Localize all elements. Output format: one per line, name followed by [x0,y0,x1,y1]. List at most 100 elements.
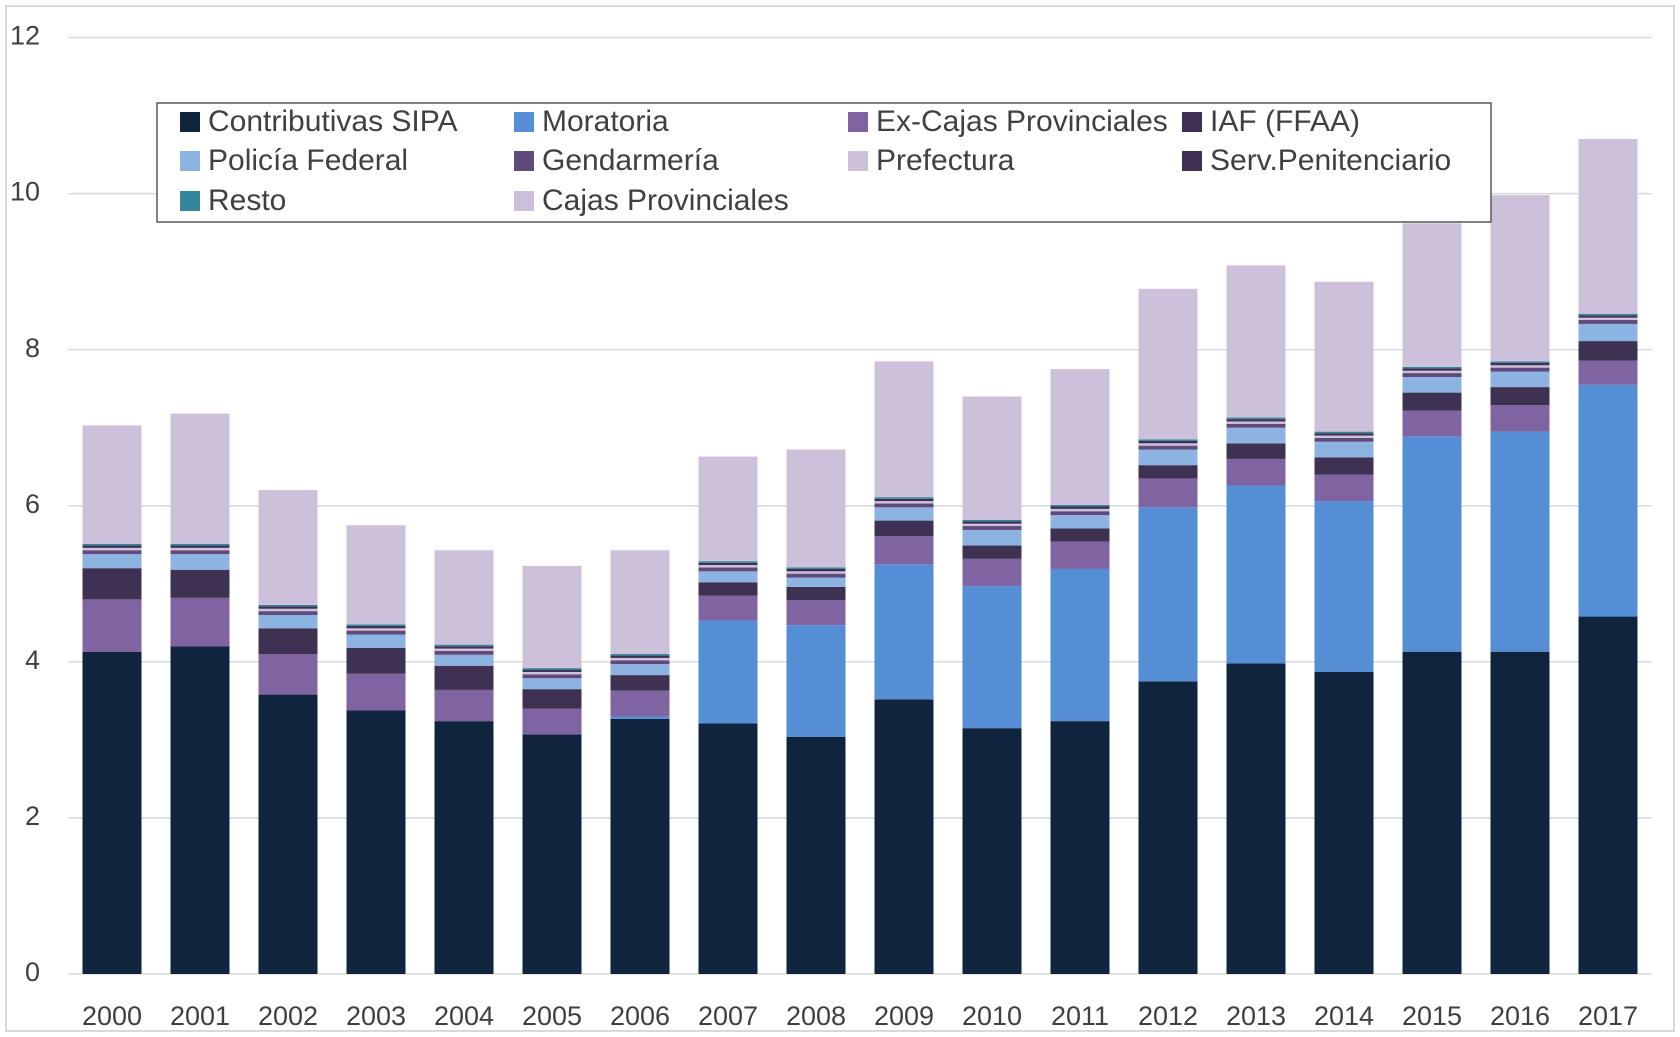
bar-segment [962,728,1022,974]
bar-segment [434,648,494,651]
y-tick-label: 0 [25,957,40,987]
bar-segment [258,611,318,616]
legend-swatch [514,112,534,132]
legend-label: Gendarmería [542,144,719,177]
bar-segment [170,547,230,551]
bar-segment [170,543,230,546]
bar-segment [1314,433,1374,436]
legend-label: Ex-Cajas Provinciales [876,105,1168,138]
bar-segment [1226,427,1286,444]
bar-segment [1226,485,1286,664]
bar-segment [1050,369,1110,505]
bar-segment [1490,367,1550,372]
bar-segment [786,449,846,568]
bar-segment [962,523,1022,527]
bar-segment [1402,376,1462,393]
bar-segment [522,734,582,974]
legend-label: Cajas Provinciales [542,184,789,217]
bar-segment [786,586,846,601]
bar-segment [1050,506,1110,509]
bar-segment [522,671,582,675]
y-tick-label: 2 [25,801,40,831]
bar-segment [786,600,846,626]
bar-segment [962,586,1022,729]
bar-segment [82,547,142,551]
y-tick-label: 10 [10,177,40,207]
bar-segment [874,507,934,521]
bar-segment [1226,663,1286,974]
bar-segment [698,595,758,621]
bar-segment [1314,431,1374,434]
legend-swatch [180,112,200,132]
x-tick-label: 2013 [1226,1001,1286,1031]
legend-box [156,102,1492,223]
bar-segment [962,521,1022,524]
bar-segment [258,606,318,609]
x-tick-label: 2001 [170,1001,230,1031]
bar-segment [346,628,406,631]
bar-segment [258,615,318,629]
bar-segment [1226,419,1286,422]
bar-segment [698,562,758,566]
bar-segment [1314,441,1374,458]
bar-segment [1314,457,1374,475]
x-tick-label: 2016 [1490,1001,1550,1031]
bar-segment [962,519,1022,522]
bar-segment [258,694,318,974]
bar-segment [170,550,230,555]
bar-segment [346,525,406,625]
bar-segment [1138,478,1198,508]
bar-segment [1490,365,1550,368]
legend-swatch [1182,112,1202,132]
bar-segment [170,597,230,647]
bar-segment [1050,541,1110,569]
bar-segment [1138,440,1198,444]
x-tick-label: 2009 [874,1001,934,1031]
x-tick-label: 2004 [434,1001,494,1031]
bar-segment [786,568,846,572]
bar-segment [1050,568,1110,722]
bar-segment [1138,465,1198,479]
bar-segment [610,664,670,676]
bar-segment [1402,373,1462,377]
bar-segment [874,361,934,498]
chart-border [5,5,1675,1032]
bar-segment [1578,317,1638,321]
bar-segment [170,569,230,598]
bar-segment [874,503,934,508]
bar-segment [874,564,934,700]
bar-segment [698,565,758,568]
bar-segment [1578,616,1638,974]
bar-segment [962,529,1022,546]
bar-segment [82,543,142,546]
legend-swatch [514,191,534,211]
bar-segment [698,567,758,572]
bar-segment [258,654,318,695]
bar-segment [1050,528,1110,542]
y-tick-label: 8 [25,333,40,363]
bar-segment [1490,371,1550,388]
bar-segment [1314,437,1374,442]
bar-segment [1226,265,1286,418]
bar-segment [1050,511,1110,516]
bar-segment [434,721,494,974]
bar-segment [1226,417,1286,420]
bar-segment [1578,360,1638,385]
bar-segment [170,545,230,548]
y-tick-label: 6 [25,489,40,519]
bar-segment [698,620,758,724]
bar-segment [962,396,1022,520]
bar-segment [1402,370,1462,374]
bar-segment [874,520,934,537]
bar-segment [874,699,934,974]
bar-segment [1578,384,1638,617]
bar-segment [1314,435,1374,438]
bar-segment [82,599,142,652]
legend-swatch [848,151,868,171]
bar-segment [1490,431,1550,652]
bar-segment [1402,392,1462,411]
bar-segment [1050,504,1110,507]
bar-segment [346,624,406,626]
x-tick-label: 2005 [522,1001,582,1031]
